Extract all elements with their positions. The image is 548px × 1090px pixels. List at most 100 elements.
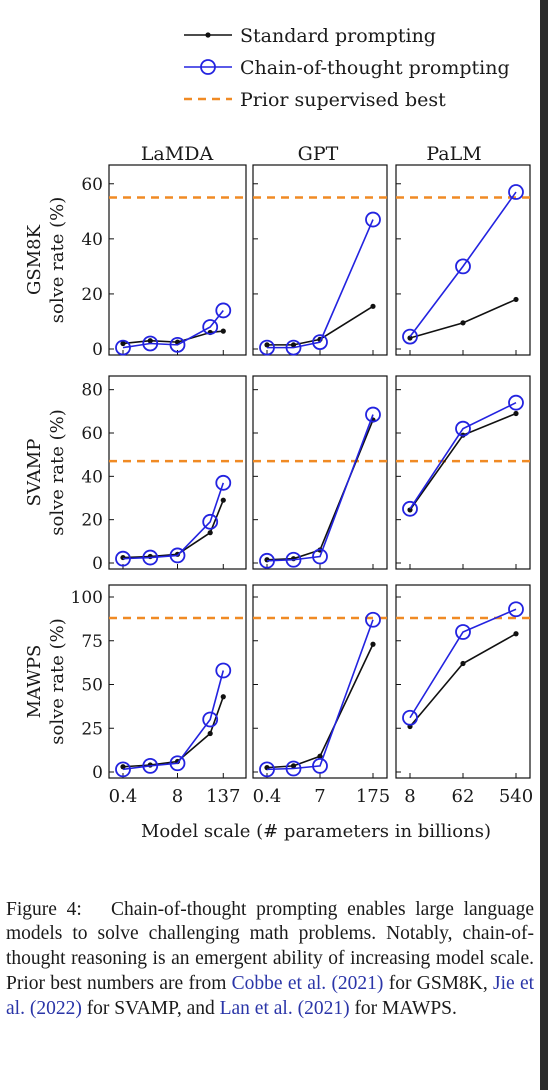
- cot-point: [455, 258, 471, 275]
- legend-prior: Prior supervised best: [184, 89, 446, 111]
- standard-series-line: [266, 419, 374, 561]
- cot-point: [169, 336, 186, 353]
- standard-point: [290, 342, 297, 348]
- caption-text-2: for GSM8K,: [388, 972, 488, 994]
- y-tick-label: 20: [81, 285, 103, 305]
- cot-series-line: [122, 482, 225, 560]
- cot-series-line: [409, 608, 517, 719]
- y-tick-label: 40: [81, 467, 103, 487]
- cot-point: [365, 211, 381, 228]
- cot-series-line: [266, 414, 374, 562]
- y-tick-label: 0: [92, 554, 103, 574]
- x-tick-label: 175: [356, 786, 390, 807]
- standard-point: [317, 753, 323, 759]
- y-axis-dataset-label: MAWPS: [24, 645, 45, 719]
- cot-point: [508, 601, 524, 618]
- cot-point: [115, 339, 131, 356]
- x-axis-label: Model scale (# parameters in billions): [141, 821, 491, 842]
- panel-mawps-palm: 8 62 540: [395, 584, 533, 807]
- standard-point: [513, 410, 519, 417]
- standard-point: [290, 763, 297, 769]
- cot-point: [312, 334, 328, 351]
- cot-point: [508, 184, 524, 200]
- y-tick-label: 50: [81, 676, 103, 696]
- standard-point: [207, 730, 213, 737]
- cot-point: [259, 552, 275, 569]
- panel-frame: [108, 375, 247, 570]
- cot-point: [365, 406, 381, 423]
- standard-point: [264, 342, 270, 348]
- cot-point: [215, 474, 232, 491]
- panel-mawps-gpt: 0.4 7 175: [252, 584, 390, 807]
- cot-point: [142, 757, 159, 774]
- cot-point: [402, 500, 418, 517]
- standard-point: [120, 554, 126, 561]
- standard-series-line: [267, 305, 374, 346]
- x-tick-label: 8: [172, 786, 183, 807]
- cot-point: [115, 550, 131, 567]
- y-tick-label: 25: [81, 719, 103, 739]
- citation-lan[interactable]: Lan et al. (2021): [219, 997, 350, 1019]
- standard-point: [220, 497, 226, 503]
- y-tick-label: 0: [92, 340, 103, 360]
- cot-point: [455, 624, 471, 640]
- y-tick-label: 40: [81, 230, 103, 250]
- cot-point: [402, 328, 418, 345]
- standard-series-line: [409, 298, 517, 339]
- cot-series-line: [409, 401, 517, 510]
- model-title-palm: PaLM: [426, 143, 481, 165]
- citation-jie[interactable]: Jie et al. (2022): [6, 972, 535, 1019]
- cot-point: [508, 394, 524, 411]
- panel-mawps-lamda: 0 25 50 75 100 MAWPS solve rate (%) 0.4 8 137: [24, 584, 247, 807]
- panel-svamp-lamda: 0 20 40 60 80 SVAMP solve rate (%): [24, 375, 247, 574]
- y-axis-label: solve rate (%): [47, 409, 68, 535]
- x-tick-label: 0.4: [253, 786, 282, 807]
- citation-cobbe[interactable]: Cobbe et al. (2021): [231, 972, 384, 994]
- model-title-gpt: GPT: [298, 143, 339, 165]
- y-tick-label: 100: [71, 588, 103, 608]
- standard-point: [147, 338, 153, 344]
- cot-series-line: [409, 191, 517, 338]
- legend-cot-label: Chain-of-thought prompting: [240, 57, 510, 79]
- y-tick-label: 80: [81, 381, 103, 401]
- x-tick-label: 0.4: [109, 786, 138, 807]
- screenshot-edge: [540, 0, 548, 1090]
- model-title-lamda: LaMDA: [141, 143, 214, 165]
- standard-point: [220, 694, 226, 700]
- cot-point: [202, 711, 219, 728]
- caption-text-3: for SVAMP, and: [86, 997, 215, 1019]
- y-axis-label: solve rate (%): [47, 197, 68, 323]
- cot-point: [115, 761, 131, 778]
- cot-point: [285, 339, 302, 356]
- panel-frame: [252, 584, 388, 779]
- standard-point: [407, 507, 413, 513]
- standard-point: [207, 530, 213, 536]
- y-axis-dataset-label: GSM8K: [24, 224, 45, 295]
- cot-point: [169, 755, 186, 772]
- cot-point: [142, 549, 159, 566]
- standard-point: [370, 641, 376, 647]
- cot-point: [312, 757, 328, 774]
- standard-point: [513, 296, 519, 303]
- legend-standard-label: Standard prompting: [240, 25, 436, 47]
- y-tick-label: 75: [81, 632, 103, 652]
- standard-point: [220, 328, 226, 334]
- cot-point: [202, 319, 219, 335]
- cot-point: [215, 662, 232, 679]
- cot-point: [285, 760, 302, 777]
- figure-caption: Figure 4: Chain-of-thought prompting ena…: [6, 898, 534, 1022]
- caption-label: Figure 4:: [6, 898, 82, 920]
- figure-chart: Standard prompting Chain-of-thought prom…: [24, 25, 533, 842]
- legend-cot: Chain-of-thought prompting: [184, 57, 510, 79]
- standard-point: [460, 320, 466, 326]
- y-tick-label: 20: [81, 511, 103, 531]
- y-tick-label: 60: [81, 424, 103, 444]
- x-tick-label: 137: [206, 786, 240, 807]
- standard-point: [407, 335, 413, 341]
- cot-series-line: [267, 219, 374, 349]
- panel-svamp-palm: [395, 375, 531, 570]
- legend-cot-marker: [200, 59, 216, 75]
- cot-point: [285, 551, 302, 568]
- standard-series-line: [122, 696, 225, 768]
